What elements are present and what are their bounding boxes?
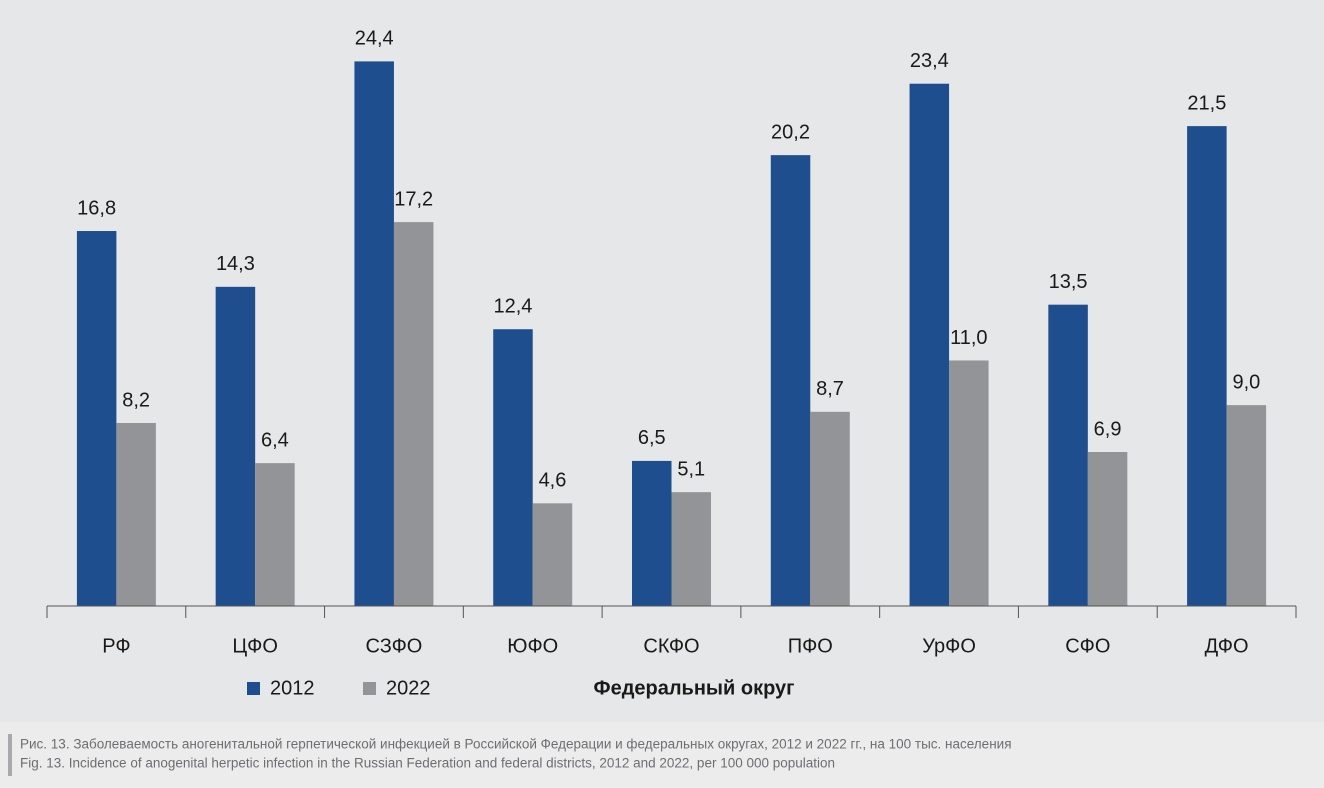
x-tick-label: РФ	[102, 635, 130, 657]
bar	[493, 329, 533, 606]
value-label: 8,2	[122, 389, 150, 411]
x-tick-label: СЗФО	[366, 635, 423, 657]
bar	[770, 155, 811, 607]
value-label: 17,2	[394, 188, 433, 210]
value-label: 21,5	[1187, 92, 1226, 114]
legend-swatch	[363, 682, 376, 695]
bar	[1226, 405, 1267, 606]
value-label: 16,8	[77, 197, 116, 219]
value-label: 14,3	[216, 253, 255, 275]
value-label: 6,9	[1094, 418, 1122, 440]
value-label: 23,4	[910, 50, 949, 72]
bar	[393, 222, 434, 606]
legend-swatch	[247, 682, 260, 695]
caption-en: Fig. 13. Incidence of anogenital herpeti…	[20, 756, 835, 771]
x-tick-label: ПФО	[788, 635, 833, 657]
value-label: 5,1	[677, 458, 705, 480]
bar	[671, 492, 711, 606]
bar	[116, 422, 156, 606]
x-tick-label: СКФО	[643, 635, 699, 657]
value-label: 6,5	[638, 427, 666, 449]
value-label: 24,4	[355, 28, 394, 50]
value-label: 11,0	[950, 327, 987, 349]
plot-background	[0, 0, 1324, 722]
x-tick-label: ЦФО	[232, 635, 278, 657]
bar	[810, 411, 850, 606]
caption-ru: Рис. 13. Заболеваемость аногенитальной г…	[20, 737, 1012, 752]
legend-label: 2022	[386, 677, 431, 699]
value-label: 8,7	[816, 378, 844, 400]
x-tick-label: ЮФО	[507, 635, 558, 657]
bar	[1087, 451, 1128, 606]
value-label: 13,5	[1049, 271, 1088, 293]
bar	[949, 360, 989, 606]
bar	[909, 83, 950, 607]
value-label: 6,4	[261, 429, 289, 451]
value-label: 12,4	[494, 296, 533, 318]
bar	[532, 503, 573, 606]
value-label: 20,2	[771, 121, 810, 143]
value-label: 9,0	[1232, 371, 1260, 393]
bar	[1187, 126, 1227, 607]
bar	[354, 61, 394, 607]
bar	[76, 231, 117, 607]
value-label: 4,6	[539, 470, 567, 492]
x-tick-label: УрФО	[922, 635, 976, 657]
bar	[1048, 304, 1088, 606]
legend-label: 2012	[270, 677, 315, 699]
caption-bar	[8, 734, 12, 776]
caption-background	[0, 722, 1324, 788]
bar	[255, 463, 295, 606]
bar	[215, 286, 256, 606]
x-axis-title: Федеральный округ	[594, 677, 795, 699]
x-tick-label: СФО	[1065, 635, 1110, 657]
bar	[632, 460, 672, 606]
x-tick-label: ДФО	[1205, 635, 1249, 657]
